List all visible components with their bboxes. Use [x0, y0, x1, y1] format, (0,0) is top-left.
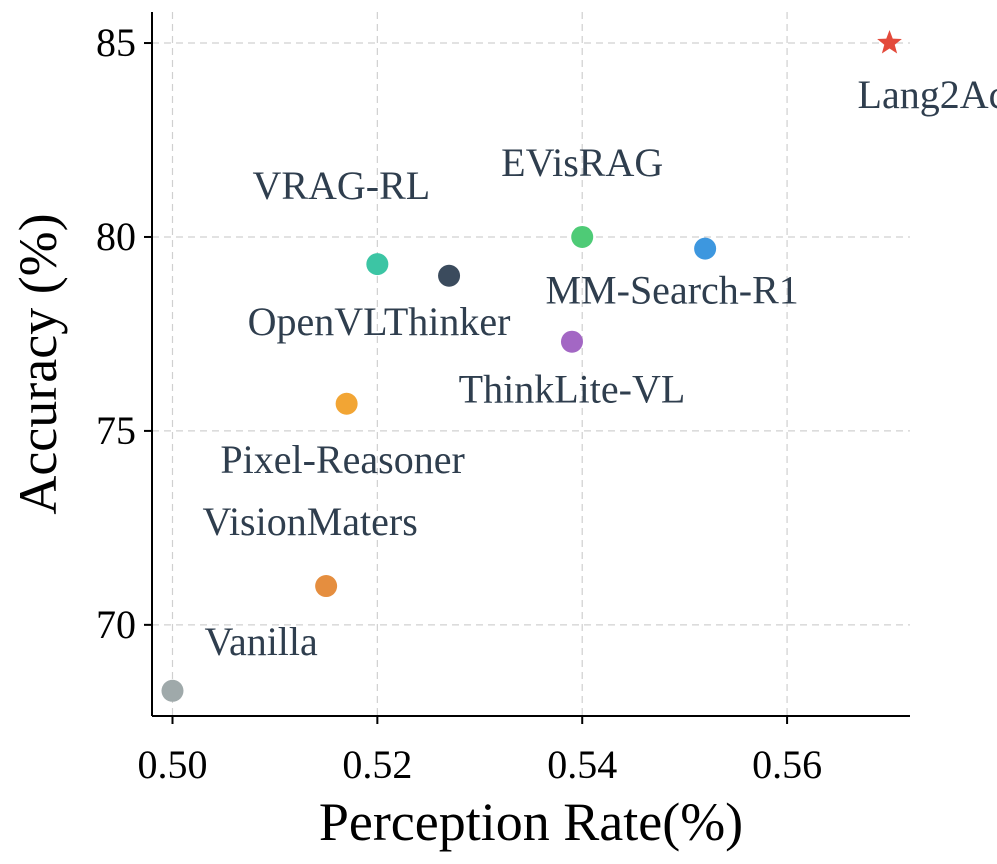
label-lang2act: Lang2Act: [858, 72, 997, 117]
point-visionmaters: [315, 575, 338, 598]
point-evisrag: [571, 225, 594, 248]
y-tick-label: 75: [96, 408, 136, 453]
data-points: [161, 30, 902, 702]
label-openvlthinker: OpenVLThinker: [248, 299, 511, 344]
point-mm-search-r1: [694, 237, 717, 260]
point-labels: Vanilla VisionMaters Pixel-Reasoner VRAG-RL…: [202, 72, 997, 664]
label-visionmaters: VisionMaters: [202, 499, 417, 544]
y-tick-label: 70: [96, 602, 136, 647]
x-tick-label: 0.56: [752, 742, 822, 787]
point-vrag-rl: [366, 253, 389, 276]
label-pixel-reasoner: Pixel-Reasoner: [220, 437, 464, 482]
label-vanilla: Vanilla: [204, 619, 318, 664]
grid-lines: [152, 12, 910, 716]
label-mm-search-r1: MM-Search-R1: [545, 268, 798, 313]
label-evisrag: EVisRAG: [501, 140, 663, 185]
x-tick-label: 0.54: [547, 742, 617, 787]
point-openvlthinker: [438, 264, 461, 287]
point-vanilla: [161, 679, 184, 702]
y-tick-label: 80: [96, 214, 136, 259]
point-thinklite-vl: [560, 330, 583, 353]
x-tick-label: 0.52: [342, 742, 412, 787]
y-tick-label: 85: [96, 20, 136, 65]
label-thinklite-vl: ThinkLite-VL: [459, 367, 686, 412]
x-tick-label: 0.50: [137, 742, 207, 787]
x-axis-title: Perception Rate(%): [319, 792, 743, 852]
axis-ticks: 0.50 0.52 0.54 0.56 70 75 80 85: [96, 20, 822, 787]
point-pixel-reasoner: [335, 392, 358, 415]
axes: [151, 12, 910, 717]
point-lang2act-star-marker: [877, 30, 902, 54]
y-axis-title: Accuracy (%): [8, 213, 68, 514]
label-vrag-rl: VRAG-RL: [252, 163, 430, 208]
